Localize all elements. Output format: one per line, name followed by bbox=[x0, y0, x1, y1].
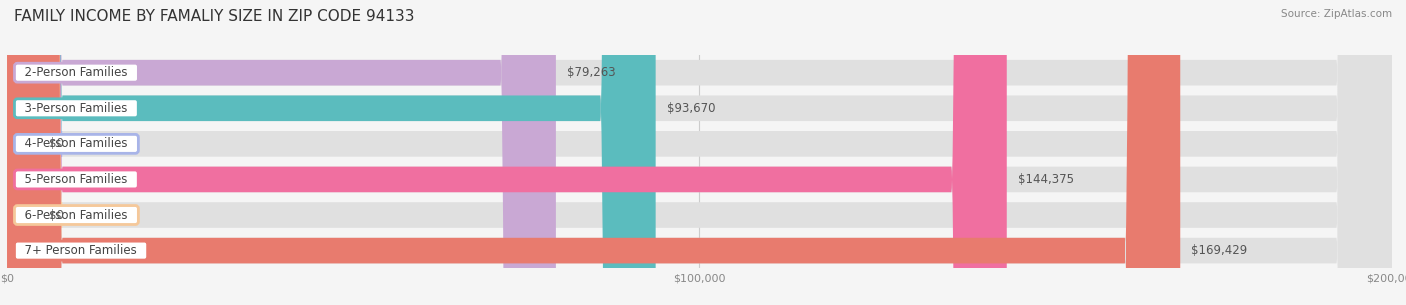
FancyBboxPatch shape bbox=[7, 0, 1392, 305]
Text: $0: $0 bbox=[49, 137, 65, 150]
Text: 6-Person Families: 6-Person Families bbox=[17, 209, 135, 221]
FancyBboxPatch shape bbox=[7, 0, 1392, 305]
FancyBboxPatch shape bbox=[7, 0, 1392, 305]
FancyBboxPatch shape bbox=[7, 0, 1007, 305]
FancyBboxPatch shape bbox=[7, 0, 1392, 305]
FancyBboxPatch shape bbox=[7, 0, 555, 305]
FancyBboxPatch shape bbox=[7, 0, 1392, 305]
Text: $93,670: $93,670 bbox=[666, 102, 716, 115]
Text: 5-Person Families: 5-Person Families bbox=[17, 173, 135, 186]
FancyBboxPatch shape bbox=[0, 0, 62, 305]
Text: $144,375: $144,375 bbox=[1018, 173, 1074, 186]
Text: Source: ZipAtlas.com: Source: ZipAtlas.com bbox=[1281, 9, 1392, 19]
Text: FAMILY INCOME BY FAMALIY SIZE IN ZIP CODE 94133: FAMILY INCOME BY FAMALIY SIZE IN ZIP COD… bbox=[14, 9, 415, 24]
Text: 2-Person Families: 2-Person Families bbox=[17, 66, 135, 79]
Text: $0: $0 bbox=[49, 209, 65, 221]
Text: 7+ Person Families: 7+ Person Families bbox=[17, 244, 145, 257]
FancyBboxPatch shape bbox=[7, 0, 1180, 305]
FancyBboxPatch shape bbox=[7, 0, 655, 305]
Text: $79,263: $79,263 bbox=[567, 66, 616, 79]
Text: 4-Person Families: 4-Person Families bbox=[17, 137, 135, 150]
Text: 3-Person Families: 3-Person Families bbox=[17, 102, 135, 115]
FancyBboxPatch shape bbox=[0, 0, 62, 305]
FancyBboxPatch shape bbox=[7, 0, 1392, 305]
Text: $169,429: $169,429 bbox=[1191, 244, 1247, 257]
